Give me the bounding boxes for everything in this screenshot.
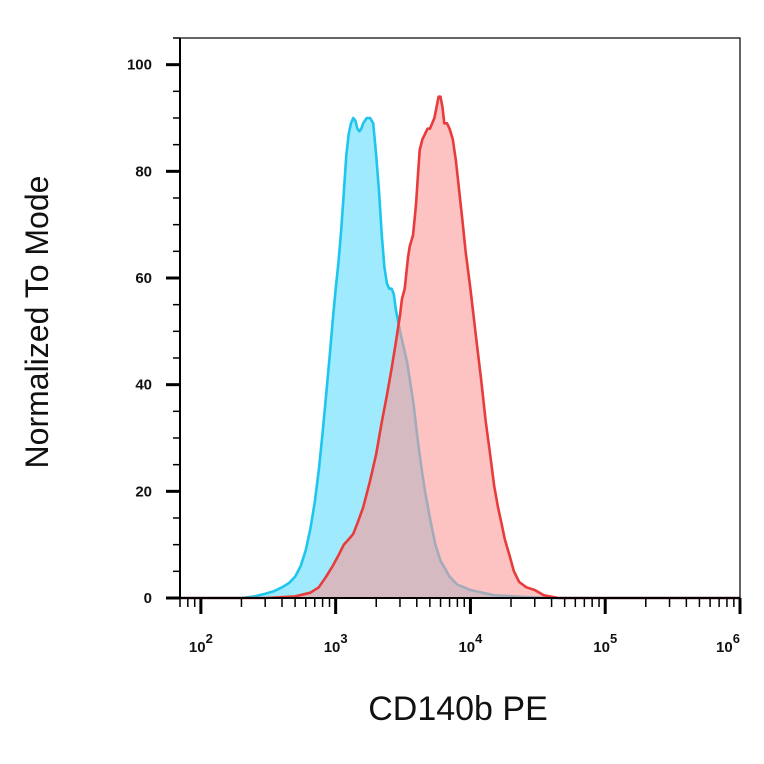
y-tick-label: 80 [135,163,152,180]
y-tick-label: 40 [135,377,152,394]
y-axis-title: Normalized To Mode [19,176,55,469]
y-tick-label: 100 [127,57,152,74]
x-tick-label: 104 [458,631,483,656]
x-tick-label: 105 [593,631,617,656]
x-tick-label: 102 [189,631,213,656]
series-2-line [180,95,740,600]
label-layer: CD140b PE Normalized To Mode [19,176,548,728]
series-1-area [180,118,740,598]
y-tick-label: 0 [144,590,152,607]
y-tick-label: 60 [135,270,152,287]
y-tick-label: 20 [135,483,152,500]
x-axis-title: CD140b PE [368,690,548,728]
x-tick-label: 106 [716,631,740,656]
series-2-area [180,96,740,598]
x-tick-label: 103 [324,631,348,656]
series-layer [180,95,740,600]
axes-layer: 0 20 40 60 80 100 102 103 104 105 106 [127,37,742,656]
